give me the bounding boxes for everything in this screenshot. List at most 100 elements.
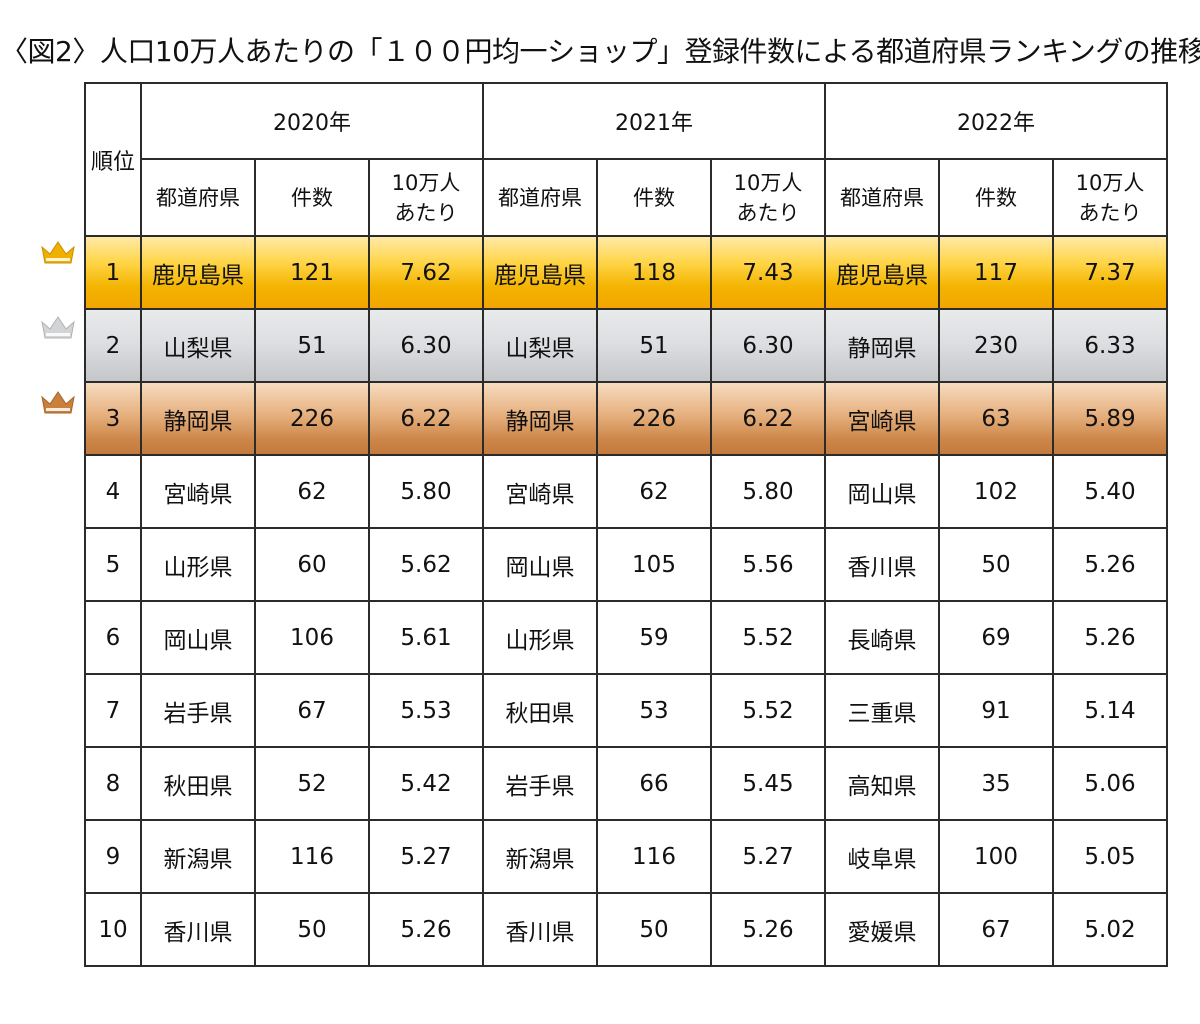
pref-cell: 愛媛県: [824, 892, 940, 967]
count-cell: 50: [254, 892, 370, 967]
per-capita-cell: 5.26: [710, 892, 826, 967]
per-capita-cell: 5.26: [1052, 527, 1168, 602]
per-capita-cell: 5.52: [710, 600, 826, 675]
ranking-table: 順位 2020年 2021年 2022年 都道府県 件数 10万人 あたり 都道府…: [84, 82, 1168, 967]
per-capita-cell: 5.52: [710, 673, 826, 748]
per-capita-cell: 6.33: [1052, 308, 1168, 383]
count-cell: 121: [254, 235, 370, 310]
per-capita-cell: 5.62: [368, 527, 484, 602]
count-cell: 102: [938, 454, 1054, 529]
per-capita-cell: 7.43: [710, 235, 826, 310]
table-row: 1 鹿児島県 121 7.62 鹿児島県 118 7.43 鹿児島県 117 7.37: [84, 235, 1168, 310]
per-capita-cell: 6.22: [710, 381, 826, 456]
per-capita-cell: 5.05: [1052, 819, 1168, 894]
pref-cell: 長崎県: [824, 600, 940, 675]
count-cell: 50: [938, 527, 1054, 602]
rank-cell: 4: [84, 454, 142, 529]
pref-cell: 鹿児島県: [140, 235, 256, 310]
per-capita-cell: 5.80: [368, 454, 484, 529]
pref-cell: 山形県: [482, 600, 598, 675]
per-capita-cell: 6.30: [368, 308, 484, 383]
per-capita-cell: 5.27: [710, 819, 826, 894]
per-capita-header: 10万人 あたり: [368, 158, 484, 237]
count-cell: 100: [938, 819, 1054, 894]
count-cell: 67: [938, 892, 1054, 967]
per-capita-cell: 6.22: [368, 381, 484, 456]
pref-cell: 山形県: [140, 527, 256, 602]
chart-title: 〈図2〉人口10万人あたりの「１００円均一ショップ」登録件数による都道府県ランキ…: [0, 35, 1200, 68]
count-cell: 62: [596, 454, 712, 529]
pref-cell: 岡山県: [140, 600, 256, 675]
pref-cell: 宮崎県: [824, 381, 940, 456]
count-cell: 35: [938, 746, 1054, 821]
rank-cell: 10: [84, 892, 142, 967]
per-capita-header-line2: あたり: [736, 200, 800, 225]
count-cell: 116: [596, 819, 712, 894]
per-capita-header: 10万人あたり: [710, 158, 826, 237]
pref-cell: 宮崎県: [482, 454, 598, 529]
pref-header: 都道府県: [824, 158, 940, 237]
count-header: 件数: [938, 158, 1054, 237]
pref-cell: 岩手県: [140, 673, 256, 748]
count-cell: 67: [254, 673, 370, 748]
table-row: 7 岩手県 67 5.53 秋田県 53 5.52 三重県 91 5.14: [84, 673, 1168, 748]
rank-header: 順位: [84, 82, 142, 237]
count-cell: 226: [254, 381, 370, 456]
pref-cell: 香川県: [482, 892, 598, 967]
count-cell: 53: [596, 673, 712, 748]
table-row: 10 香川県 50 5.26 香川県 50 5.26 愛媛県 67 5.02: [84, 892, 1168, 967]
rank-cell: 9: [84, 819, 142, 894]
per-capita-cell: 5.26: [1052, 600, 1168, 675]
pref-cell: 静岡県: [140, 381, 256, 456]
pref-cell: 山梨県: [140, 308, 256, 383]
rank-cell: 2: [84, 308, 142, 383]
pref-cell: 高知県: [824, 746, 940, 821]
pref-cell: 秋田県: [482, 673, 598, 748]
count-cell: 230: [938, 308, 1054, 383]
crown-bronze-icon: [36, 382, 80, 422]
count-cell: 50: [596, 892, 712, 967]
rank-cell: 8: [84, 746, 142, 821]
per-capita-cell: 5.14: [1052, 673, 1168, 748]
pref-cell: 静岡県: [482, 381, 598, 456]
count-cell: 118: [596, 235, 712, 310]
table-row: 4 宮崎県 62 5.80 宮崎県 62 5.80 岡山県 102 5.40: [84, 454, 1168, 529]
per-capita-cell: 5.27: [368, 819, 484, 894]
year-2020-header: 2020年: [140, 82, 484, 160]
pref-cell: 三重県: [824, 673, 940, 748]
per-capita-cell: 5.56: [710, 527, 826, 602]
table-body: 1 鹿児島県 121 7.62 鹿児島県 118 7.43 鹿児島県 117 7.37 2 山梨県 51…: [84, 235, 1168, 967]
per-capita-cell: 5.26: [368, 892, 484, 967]
per-capita-header-line1: 10万人: [391, 170, 461, 195]
count-cell: 51: [254, 308, 370, 383]
table-row: 6 岡山県 106 5.61 山形県 59 5.52 長崎県 69 5.26: [84, 600, 1168, 675]
per-capita-cell: 5.06: [1052, 746, 1168, 821]
count-cell: 91: [938, 673, 1054, 748]
table-row: 5 山形県 60 5.62 岡山県 105 5.56 香川県 50 5.26: [84, 527, 1168, 602]
rank-cell: 6: [84, 600, 142, 675]
per-capita-cell: 5.45: [710, 746, 826, 821]
pref-cell: 岡山県: [482, 527, 598, 602]
count-cell: 69: [938, 600, 1054, 675]
per-capita-cell: 7.37: [1052, 235, 1168, 310]
column-header-row: 都道府県 件数 10万人 あたり 都道府県 件数 10万人 あたり 都道府県 件数 …: [85, 158, 1168, 237]
pref-cell: 香川県: [140, 892, 256, 967]
per-capita-cell: 5.61: [368, 600, 484, 675]
table-row: 8 秋田県 52 5.42 岩手県 66 5.45 高知県 35 5.06: [84, 746, 1168, 821]
per-capita-cell: 5.40: [1052, 454, 1168, 529]
per-capita-header-line1: 10万人: [733, 170, 803, 195]
pref-cell: 岩手県: [482, 746, 598, 821]
per-capita-cell: 5.80: [710, 454, 826, 529]
pref-cell: 香川県: [824, 527, 940, 602]
table-row: 3 静岡県 226 6.22 静岡県 226 6.22 宮崎県 63 5.89: [84, 381, 1168, 456]
rank-cell: 3: [84, 381, 142, 456]
pref-header: 都道府県: [140, 158, 256, 237]
per-capita-header: 10万人 あたり: [1052, 158, 1168, 237]
pref-cell: 新潟県: [482, 819, 598, 894]
rank-cell: 7: [84, 673, 142, 748]
per-capita-header-line2: あたり: [1078, 200, 1142, 225]
per-capita-cell: 5.02: [1052, 892, 1168, 967]
count-cell: 62: [254, 454, 370, 529]
count-header: 件数: [596, 158, 712, 237]
pref-cell: 静岡県: [824, 308, 940, 383]
